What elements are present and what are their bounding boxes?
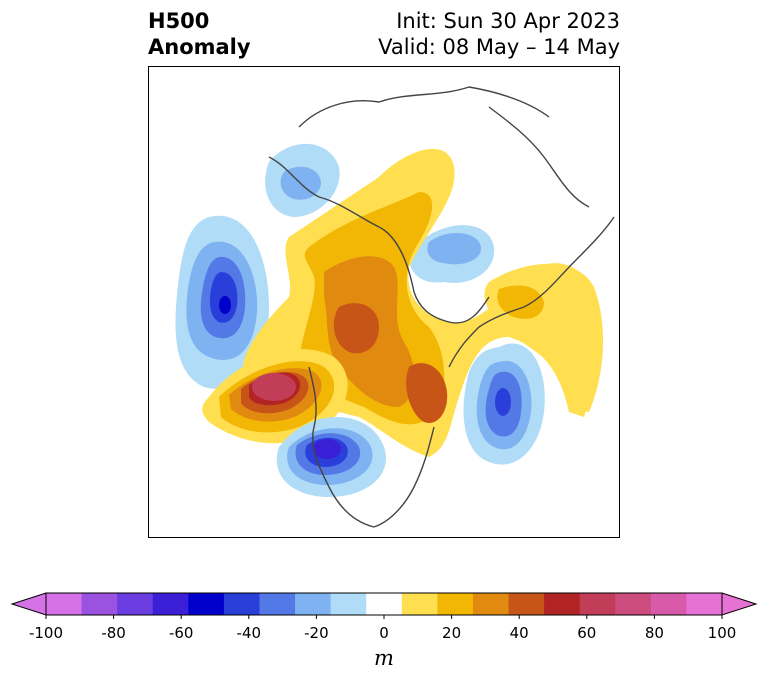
colorbar-tick-label: 20 [442,624,462,642]
init-date: Init: Sun 30 Apr 2023 [396,9,620,33]
colorbar-swatch [223,593,260,615]
colorbar-tick-label: 80 [644,624,664,642]
colorbar-swatch [579,593,616,615]
west-pacific-low [175,215,269,389]
anomaly-map [175,86,615,528]
colorbar-swatch [615,593,652,615]
colorbar-tick-label: 40 [509,624,529,642]
colorbar-tick-label: -20 [304,624,329,642]
north-atlantic-low [463,343,545,465]
colorbar-swatch [295,593,332,615]
map-panel [148,66,620,538]
coastlines [268,86,615,528]
colorbar-swatch [117,593,154,615]
colorbar [10,592,758,619]
colorbar-swatch [650,593,687,615]
eurasia-high [484,263,604,412]
colorbar-swatch [366,593,403,615]
colorbar-tick-label: 60 [577,624,597,642]
date-info: Init: Sun 30 Apr 2023 Valid: 08 May – 14… [378,8,620,60]
colorbar-swatch [152,593,189,615]
colorbar-tick-label: -40 [236,624,262,642]
colorbar-swatch [686,593,723,615]
colorbar-swatch [472,593,510,615]
colorbar-swatch [401,593,438,615]
colorbar-swatch [46,593,83,615]
title-description: Anomaly [148,35,251,59]
colorbar-tick-label: 100 [707,624,737,642]
arctic-low [408,225,495,283]
colorbar-swatch [188,593,225,615]
colorbar-tick-label: -100 [28,624,64,642]
valid-range: Valid: 08 May – 14 May [378,35,620,59]
colorbar-tick-label: -80 [101,624,126,642]
colorbar-min-extend [10,592,47,616]
colorbar-tick-label: -60 [168,624,194,642]
colorbar-max-extend [721,592,758,616]
colorbar-swatch [81,593,118,615]
colorbar-swatch [508,593,545,615]
western-us-low [276,417,386,497]
gulf-of-alaska-high [202,349,348,444]
colorbar-swatch [330,593,367,615]
colorbar-unit: m [374,646,394,670]
title-variable: H500 [148,9,210,33]
colorbar-tick-label: 0 [379,624,389,642]
colorbar-swatch [259,593,296,615]
map-title: H500 Anomaly [148,8,251,60]
colorbar-swatch [544,593,581,615]
colorbar-swatch [437,593,474,615]
siberia-low [265,143,340,217]
